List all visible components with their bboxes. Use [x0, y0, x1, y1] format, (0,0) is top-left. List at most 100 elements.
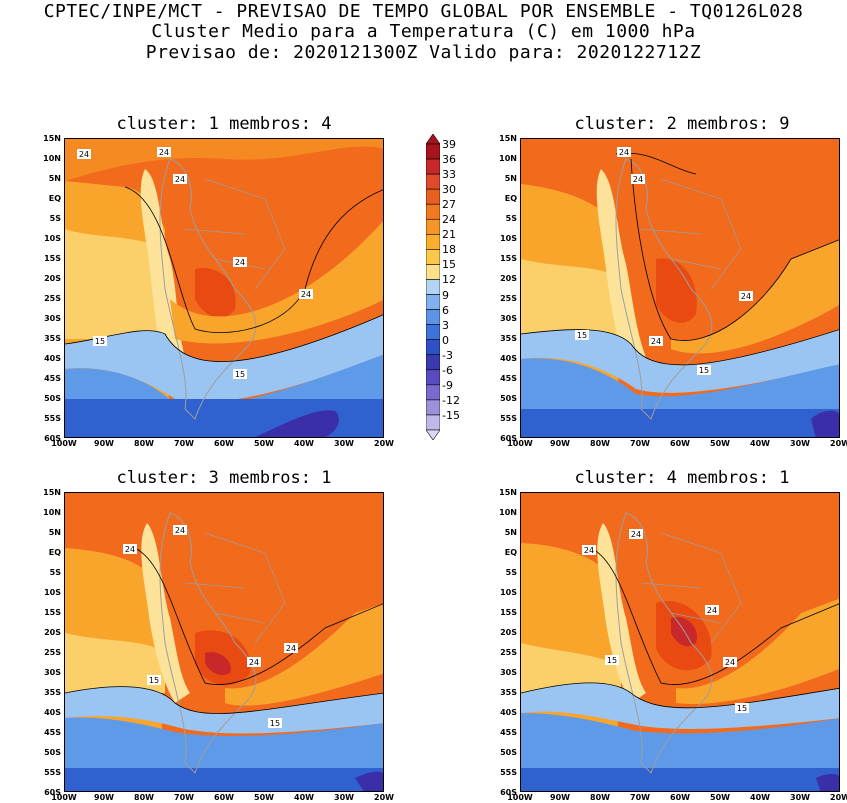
contour-label: 24	[301, 290, 311, 299]
contour-label: 24	[175, 175, 185, 184]
contour-label: 24	[249, 658, 259, 667]
panel-2-title: cluster: 2 membros: 9	[574, 114, 790, 134]
colorbar-level-label: -3	[442, 348, 453, 362]
colorbar-level-label: 21	[442, 228, 456, 242]
lat-tick-label: 55S	[44, 414, 61, 423]
lat-tick-label: 60S	[500, 788, 517, 797]
map-panel-2-svg: 24 24 24 24 15 15 24	[521, 139, 839, 437]
lat-tick-label: 10S	[44, 234, 61, 243]
colorbar-swatch	[426, 264, 440, 280]
lat-tick-label: 45S	[500, 374, 517, 383]
map-panel-2: 24 24 24 24 15 15 24	[520, 138, 840, 438]
lat-tick-label: 5S	[49, 568, 61, 577]
lon-tick-label: 20W	[830, 793, 847, 802]
lat-tick-label: EQ	[48, 548, 61, 557]
lat-tick-label: 45S	[44, 728, 61, 737]
contour-label: 24	[725, 658, 735, 667]
lat-tick-label: 40S	[500, 708, 517, 717]
lat-tick-label: 45S	[44, 374, 61, 383]
lat-tick-label: 25S	[44, 648, 61, 657]
lat-tick-label: 60S	[44, 434, 61, 443]
lat-tick-label: 50S	[500, 748, 517, 757]
contour-label: 15	[607, 656, 617, 665]
colorbar-swatch	[426, 369, 440, 386]
lat-tick-label: 20S	[500, 274, 517, 283]
lon-tick-label: 60W	[670, 439, 690, 448]
lat-tick-label: 30S	[500, 314, 517, 323]
map-panel-4: 24 24 24 24 15 15	[520, 492, 840, 792]
colorbar-swatch	[426, 234, 440, 250]
lat-tick-label: 5N	[48, 528, 61, 537]
lat-tick-label: 60S	[44, 788, 61, 797]
lat-tick-label: 40S	[500, 354, 517, 363]
lat-tick-label: 10S	[500, 588, 517, 597]
lon-tick-label: 50W	[710, 793, 730, 802]
lon-tick-label: 40W	[294, 793, 314, 802]
lat-tick-label: 30S	[44, 314, 61, 323]
lon-tick-label: 70W	[630, 793, 650, 802]
contour-label: 24	[741, 292, 751, 301]
lat-tick-label: 10N	[499, 154, 517, 163]
header-line-1: CPTEC/INPE/MCT - PREVISAO DE TEMPO GLOBA…	[43, 1, 804, 22]
lon-tick-label: 60W	[214, 793, 234, 802]
colorbar-bottom-arrow	[426, 429, 440, 440]
lat-tick-label: 50S	[44, 394, 61, 403]
contour-label: 24	[651, 337, 661, 346]
lat-tick-label: 10N	[43, 508, 61, 517]
lon-tick-label: 80W	[134, 793, 154, 802]
contour-label: 24	[619, 148, 629, 157]
lat-tick-label: 5S	[505, 568, 517, 577]
lat-tick-label: 25S	[500, 294, 517, 303]
lat-tick-label: 5N	[504, 174, 517, 183]
lon-tick-label: 70W	[174, 439, 194, 448]
lon-tick-label: 60W	[670, 793, 690, 802]
lon-tick-label: 60W	[214, 439, 234, 448]
lon-tick-label: 100W	[51, 439, 77, 448]
lat-tick-label: 30S	[500, 668, 517, 677]
lon-tick-label: 30W	[790, 439, 810, 448]
lon-tick-label: 20W	[830, 439, 847, 448]
lon-tick-label: 40W	[750, 793, 770, 802]
header-line-3: Previsao de: 2020121300Z Valido para: 20…	[145, 42, 702, 63]
colorbar-swatch	[426, 354, 440, 371]
lat-tick-label: 55S	[500, 768, 517, 777]
colorbar-swatch	[426, 249, 440, 265]
lat-tick-label: 15N	[499, 488, 517, 497]
contour-label: 15	[737, 704, 747, 713]
contour-label: 15	[149, 676, 159, 685]
lon-tick-label: 90W	[550, 439, 570, 448]
lat-tick-label: 60S	[500, 434, 517, 443]
map-panel-1-svg: 24 24 24 24 24 15 15	[65, 139, 383, 437]
colorbar-swatch	[426, 294, 440, 310]
colorbar-swatch	[426, 143, 440, 160]
lat-tick-label: 5N	[504, 528, 517, 537]
contour-label: 24	[235, 258, 245, 267]
lat-tick-label: 15N	[43, 488, 61, 497]
colorbar-level-label: 9	[442, 288, 449, 302]
lat-tick-label: 15S	[44, 254, 61, 263]
colorbar-level-label: 12	[442, 273, 456, 287]
contour-label: 24	[707, 606, 717, 615]
map-panel-1: 24 24 24 24 24 15 15	[64, 138, 384, 438]
lon-tick-label: 80W	[590, 793, 610, 802]
lon-tick-label: 20W	[374, 439, 394, 448]
colorbar-level-label: -15	[442, 408, 460, 422]
lat-tick-label: 35S	[44, 334, 61, 343]
colorbar-top-arrow	[426, 134, 440, 145]
colorbar-level-label: 3	[442, 318, 449, 332]
lat-tick-label: 35S	[500, 334, 517, 343]
lat-tick-label: 15N	[43, 134, 61, 143]
colorbar-level-label: -12	[442, 393, 460, 407]
lat-tick-label: 10N	[43, 154, 61, 163]
lat-tick-label: EQ	[504, 548, 517, 557]
contour-label: 24	[584, 546, 594, 555]
contour-label: 24	[286, 644, 296, 653]
colorbar-swatch	[426, 158, 440, 175]
lat-tick-label: 20S	[44, 628, 61, 637]
colorbar-level-label: 24	[442, 213, 456, 227]
lon-tick-label: 80W	[134, 439, 154, 448]
contour-label: 24	[175, 526, 185, 535]
lat-tick-label: EQ	[48, 194, 61, 203]
lat-tick-label: 55S	[44, 768, 61, 777]
lat-tick-label: 15N	[499, 134, 517, 143]
